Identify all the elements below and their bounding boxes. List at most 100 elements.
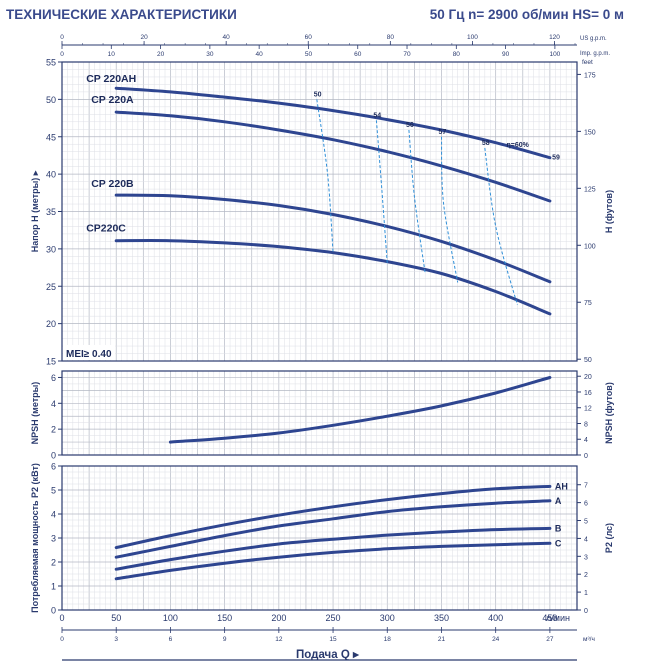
imp-gpm-tick-label: 100 — [549, 51, 560, 58]
head-series-label: CP220C — [86, 223, 126, 235]
power-series-label: A — [555, 496, 562, 506]
power-ytick-label: 2 — [51, 558, 56, 568]
head-y2-unit: feet — [582, 59, 593, 66]
lmin-tick-label: 350 — [434, 613, 449, 623]
power-series-label: B — [555, 523, 562, 533]
m3h-tick-label: 21 — [438, 636, 446, 643]
imp-gpm-tick-label: 80 — [453, 51, 461, 58]
head-series-label: CP 220AH — [86, 73, 136, 85]
head-ytick-label: 50 — [46, 95, 56, 105]
imp-gpm-tick-label: 90 — [502, 51, 510, 58]
lmin-tick-label: 150 — [217, 613, 232, 623]
imp-gpm-tick-label: 20 — [157, 51, 165, 58]
imp-gpm-unit: Imp. g.p.m. — [580, 51, 610, 57]
power-series-label: C — [555, 538, 562, 548]
head-y2label: H (футов) — [604, 190, 614, 233]
m3h-tick-label: 15 — [329, 636, 337, 643]
npsh-frame — [61, 370, 578, 456]
power-y2label: P2 (лс) — [604, 523, 614, 553]
npsh-y2tick-label: 8 — [584, 421, 588, 428]
mei-box — [63, 345, 115, 360]
power-y2tick-label: 7 — [584, 483, 588, 490]
power-ytick-label: 4 — [51, 510, 56, 520]
power-y2tick-label: 0 — [584, 608, 588, 615]
m3h-tick-label: 12 — [275, 636, 283, 643]
m3h-tick-label: 3 — [114, 636, 118, 643]
head-curve-3 — [114, 239, 552, 316]
head-curve-1 — [114, 110, 552, 203]
npsh-ytick-label: 4 — [51, 399, 56, 409]
power-y2tick-label: 5 — [584, 519, 588, 526]
m3h-tick-label: 6 — [169, 636, 173, 643]
efficiency-curve-1 — [375, 120, 388, 264]
efficiency-curve-0 — [316, 99, 334, 253]
power-ytick-label: 5 — [51, 486, 56, 496]
head-ytick-label: 35 — [46, 207, 56, 217]
head-series-label: CP 220B — [91, 178, 134, 190]
head-ytick-label: 30 — [46, 244, 56, 254]
chart-specs: 50 Гц n= 2900 об/мин HS= 0 м — [429, 7, 624, 22]
mei-label: MEI≥ 0.40 — [66, 349, 112, 360]
us-gpm-tick-label: 120 — [549, 34, 560, 41]
lmin-tick-label: 50 — [111, 613, 121, 623]
head-ytick-label: 55 — [46, 58, 56, 68]
efficiency-label: 56 — [406, 122, 414, 129]
efficiency-label: 54 — [373, 112, 381, 119]
head-ytick-label: 20 — [46, 319, 56, 329]
npsh-y2tick-label: 0 — [584, 453, 588, 460]
us-gpm-tick-label: 40 — [223, 34, 231, 41]
imp-gpm-tick-label: 50 — [305, 51, 313, 58]
npsh-ytick-label: 0 — [51, 451, 56, 461]
power-curve-0 — [114, 484, 552, 550]
us-gpm-tick-label: 80 — [387, 34, 395, 41]
imp-gpm-tick-label: 10 — [108, 51, 116, 58]
npsh-y2tick-label: 12 — [584, 406, 592, 413]
efficiency-label: 57 — [438, 129, 446, 136]
head-y2tick-label: 125 — [584, 186, 596, 193]
power-series-label: AH — [555, 481, 568, 491]
lmin-tick-label: 0 — [59, 613, 64, 623]
head-y2tick-label: 100 — [584, 243, 596, 250]
imp-gpm-tick-label: 40 — [256, 51, 264, 58]
efficiency-curve-3 — [441, 136, 459, 283]
power-ylabel: Потребляемая мощность P2 (кВт) — [30, 463, 40, 613]
us-gpm-unit: US g.p.m. — [580, 36, 607, 42]
lmin-tick-label: 400 — [488, 613, 503, 623]
m3h-tick-label: 0 — [60, 636, 64, 643]
npsh-y2label: NPSH (футов) — [604, 382, 614, 444]
us-gpm-tick-label: 20 — [140, 34, 148, 41]
power-ytick-label: 6 — [51, 462, 56, 472]
us-gpm-tick-label: 100 — [467, 34, 478, 41]
npsh-ytick-label: 6 — [51, 373, 56, 383]
lmin-tick-label: 250 — [326, 613, 341, 623]
power-ytick-label: 1 — [51, 582, 56, 592]
head-y2tick-label: 150 — [584, 129, 596, 136]
npsh-ytick-label: 2 — [51, 425, 56, 435]
efficiency-eta-label: η=60% — [507, 142, 530, 149]
head-curve-2 — [114, 193, 552, 284]
m3h-tick-label: 27 — [546, 636, 554, 643]
head-curve-0 — [114, 86, 552, 160]
power-y2tick-label: 3 — [584, 554, 588, 561]
m3h-tick-label: 18 — [384, 636, 392, 643]
imp-gpm-tick-label: 60 — [354, 51, 362, 58]
efficiency-label: 58 — [482, 140, 490, 147]
chart-title: ТЕХНИЧЕСКИЕ ХАРАКТЕРИСТИКИ — [6, 7, 237, 22]
npsh-y2tick-label: 20 — [584, 374, 592, 381]
x-axis-title: Подача Q ▸ — [296, 649, 359, 661]
lmin-tick-label: 450 — [542, 613, 557, 623]
head-ytick-label: 40 — [46, 170, 56, 180]
npsh-y2tick-label: 4 — [584, 437, 588, 444]
efficiency-last-label: 59 — [552, 155, 560, 162]
m3h-tick-label: 9 — [223, 636, 227, 643]
head-y2tick-label: 50 — [584, 357, 592, 364]
head-ytick-label: 15 — [46, 357, 56, 367]
m3h-tick-label: 24 — [492, 636, 500, 643]
head-series-label: CP 220A — [91, 94, 134, 106]
power-ytick-label: 0 — [51, 606, 56, 616]
head-y2tick-label: 175 — [584, 72, 596, 79]
m3h-unit: м³/ч — [583, 636, 595, 643]
imp-gpm-tick-label: 30 — [206, 51, 214, 58]
power-y2tick-label: 1 — [584, 590, 588, 597]
